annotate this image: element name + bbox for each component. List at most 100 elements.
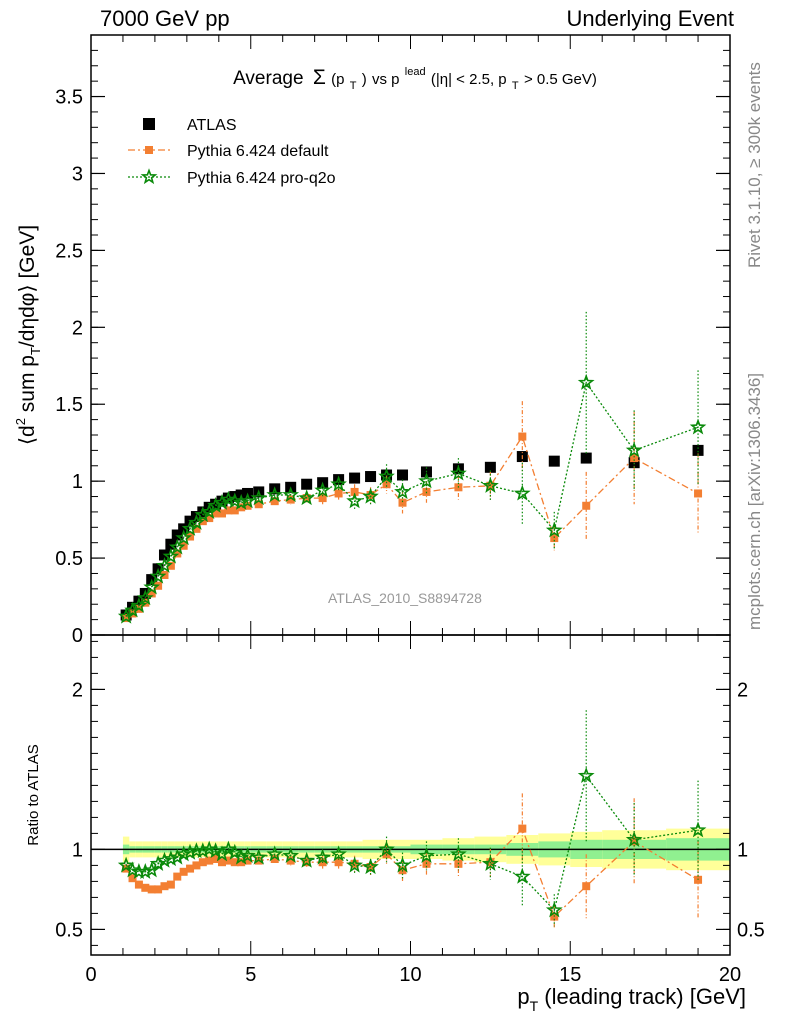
- pythia-proq2o-point: [314, 481, 332, 498]
- atlas-point: [127, 601, 139, 613]
- ratio-pythia-default-point: [192, 861, 201, 870]
- pythia-proq2o-point: [545, 521, 563, 538]
- ratio-pythia-default-point: [230, 858, 239, 867]
- main-ytick-label: 2: [72, 317, 83, 339]
- pythia-default-point: [334, 489, 343, 498]
- pythia-proq2o-point: [188, 513, 205, 530]
- pythia-default-point: [122, 614, 131, 623]
- pythia-proq2o-point: [250, 489, 268, 506]
- pythia-proq2o-point: [175, 529, 192, 546]
- atlas-point: [165, 538, 177, 550]
- ratio-pythia-default-point: [334, 858, 343, 867]
- xtick-label: 15: [559, 964, 581, 986]
- rivet-label: Rivet 3.1.10, ≥ 300k events: [745, 62, 764, 268]
- ratio-frame: [90, 634, 731, 956]
- ratio-pythia-proq2o-point: [175, 845, 192, 862]
- ratio-pythia-proq2o-point: [378, 840, 395, 857]
- legend-label: Pythia 6.424 default: [187, 143, 329, 160]
- pythia-proq2o-point: [239, 492, 256, 509]
- pythia-proq2o-point: [282, 486, 300, 503]
- ratio-pythia-proq2o-line: [125, 774, 699, 912]
- atlas-point: [548, 455, 560, 467]
- main-ylabel: ⟨d2 sum pT/dηdφ⟩ [GeV]: [13, 225, 43, 445]
- ratio-ytick-label: 2: [72, 679, 83, 701]
- ratio-pythia-proq2o-point: [362, 858, 379, 875]
- ratio-ytick-label: 0.5: [55, 919, 83, 941]
- legend-label: ATLAS: [187, 117, 237, 134]
- ratio-pythia-default-point: [205, 856, 214, 865]
- ratio-pythia-proq2o-point: [577, 767, 595, 783]
- atlas-point: [349, 472, 361, 484]
- pythia-default-point: [582, 501, 591, 510]
- ratio-pythia-default-point: [154, 885, 163, 894]
- main-ytick-label: 2.5: [55, 240, 83, 262]
- legend: ATLAS Pythia 6.424 default Pythia 6.424 pr…: [128, 117, 336, 187]
- main-panel: 0 0.5 1 1.5 2 2.5 3 3.5: [55, 34, 731, 647]
- ratio-pythia-proq2o-point: [282, 847, 300, 863]
- pythia-default-point: [211, 509, 220, 518]
- ratio-pythia-proq2o-point: [314, 848, 332, 865]
- title-close: ): [362, 71, 367, 88]
- atlas-point: [580, 452, 592, 464]
- atlas-point: [171, 529, 183, 541]
- pythia-proq2o-point: [513, 484, 531, 501]
- pythia-proq2o-point: [418, 472, 435, 489]
- atlas-point: [628, 457, 640, 469]
- ratio-pythia-default-point: [224, 856, 233, 865]
- ratio-pythia-proq2o-point: [298, 851, 315, 868]
- atlas-point: [178, 523, 190, 535]
- pythia-proq2o-point: [449, 464, 467, 481]
- pythia-proq2o-point: [130, 597, 148, 613]
- pythia-proq2o-point: [378, 467, 395, 484]
- pythia-default-point: [147, 589, 156, 598]
- pythia-default-point: [166, 561, 175, 570]
- pythia-default-point: [350, 487, 359, 496]
- ratio-pythia-proq2o-point: [156, 851, 173, 868]
- ratio-pythia-proq2o-point: [346, 856, 364, 873]
- title-pt-sub-2: T: [512, 80, 519, 92]
- ratio-pythia-proq2o-point: [481, 855, 499, 871]
- xtick-label: 5: [245, 964, 256, 986]
- ratio-pythia-proq2o-point: [545, 901, 563, 918]
- pythia-default-point: [243, 501, 252, 510]
- ratio-ytick-label-right: 1: [737, 839, 748, 861]
- ratio-pythia-proq2o-point: [181, 843, 199, 860]
- title-sigma: Σ: [313, 66, 326, 89]
- ratio-pythia-proq2o-point: [266, 845, 284, 862]
- pythia-default-point: [286, 495, 295, 504]
- pythia-default-point: [550, 534, 559, 543]
- main-ytick-label: 3: [72, 163, 83, 185]
- pythia-default-point: [217, 509, 226, 518]
- legend-marker-default: [145, 146, 153, 154]
- pythia-proq2o-point: [346, 492, 363, 509]
- ratio-pythia-default-point: [141, 883, 150, 892]
- pythia-default-point: [224, 506, 233, 515]
- ratio-pythia-default-point: [582, 882, 591, 891]
- chart-title: Average Σ (p T ) vs p lead (|η| < 2.5, p…: [233, 59, 597, 94]
- pythia-proq2o-point: [362, 487, 379, 504]
- pythia-proq2o-point: [136, 589, 154, 606]
- ratio-pythia-default-point: [350, 859, 359, 868]
- ratio-ytick-label: 1: [72, 839, 83, 861]
- ratio-pythia-proq2o-point: [449, 845, 467, 862]
- ratio-pythia-default-point: [270, 855, 279, 863]
- ratio-ylabel: Ratio to ATLAS: [25, 744, 42, 845]
- ratio-pythia-proq2o-point: [213, 845, 231, 862]
- pythia-proq2o-point: [124, 601, 141, 618]
- ratio-pythia-default-point: [217, 858, 226, 867]
- pythia-default-point: [694, 489, 703, 498]
- title-range: (|η| < 2.5, p: [431, 71, 507, 88]
- pythia-proq2o-point: [394, 483, 411, 500]
- xlabel: pT (leading track) [GeV]: [517, 984, 746, 1014]
- ratio-pythia-default-point: [302, 858, 311, 867]
- pythia-proq2o-point: [298, 489, 315, 506]
- xtick-label: 10: [399, 964, 421, 986]
- ratio-pythia-default-point: [134, 880, 143, 889]
- pythia-proq2o-point: [266, 486, 284, 503]
- title-lead-sup: lead: [405, 66, 426, 78]
- atlas-point: [484, 461, 496, 473]
- legend-label: Pythia 6.424 pro-q2o: [187, 170, 336, 187]
- ratio-pythia-proq2o-point: [219, 840, 237, 857]
- ratio-pythia-proq2o-point: [250, 848, 268, 865]
